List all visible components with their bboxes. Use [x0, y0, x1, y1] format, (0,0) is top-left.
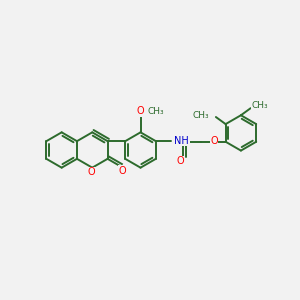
Text: O: O [118, 166, 126, 176]
Text: O: O [177, 157, 184, 166]
Text: O: O [210, 136, 218, 146]
Text: CH₃: CH₃ [147, 107, 164, 116]
Text: O: O [136, 106, 144, 116]
Text: O: O [88, 167, 95, 177]
Text: CH₃: CH₃ [193, 111, 209, 120]
Text: NH: NH [174, 136, 189, 146]
Text: CH₃: CH₃ [252, 101, 268, 110]
